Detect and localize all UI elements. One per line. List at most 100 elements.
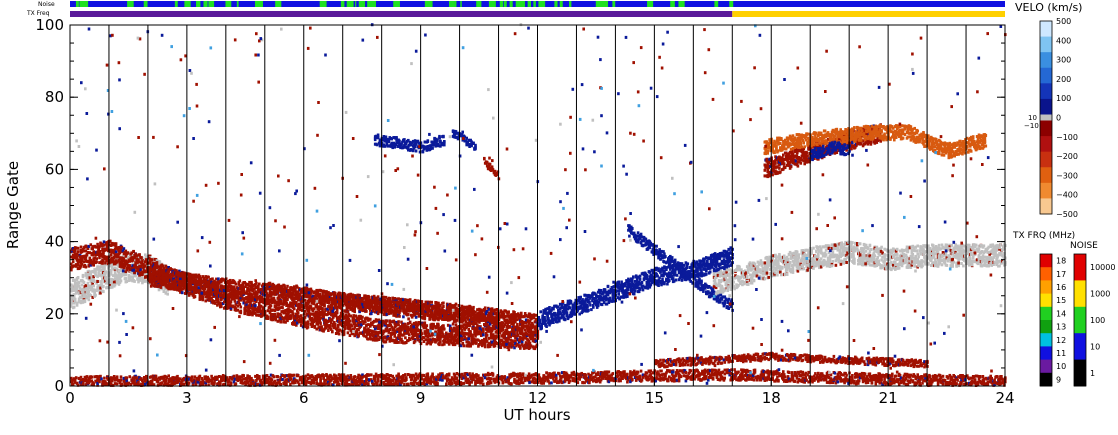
echo-cell: [349, 314, 353, 318]
echo-cell: [289, 301, 292, 305]
echo-cell: [238, 279, 242, 283]
echo-cell: [426, 334, 430, 338]
echo-cell: [110, 285, 114, 289]
echo-cell: [114, 242, 118, 246]
noise-bar-segment: [527, 1, 532, 7]
echo-cell: [467, 341, 470, 345]
echo-cell: [125, 280, 129, 283]
echo-cell: [303, 309, 307, 313]
echo-cell: [383, 299, 387, 303]
echo-cell: [146, 273, 149, 277]
echo-cell: [132, 266, 135, 270]
echo-cell: [282, 317, 285, 321]
echo-cell: [196, 283, 200, 286]
echo-cell: [273, 312, 277, 316]
echo-cell: [88, 276, 92, 280]
echo-cell: [413, 339, 417, 343]
echo-cell: [461, 319, 465, 323]
noise-bar-segment: [488, 1, 496, 7]
echo-cell: [427, 330, 430, 334]
echo-cell: [137, 280, 140, 284]
echo-cell: [126, 260, 130, 264]
echo-cell: [93, 256, 96, 260]
echo-cell: [434, 340, 437, 344]
echo-cell: [86, 287, 90, 291]
echo-cell: [91, 253, 94, 257]
echo-cell: [75, 252, 79, 256]
echo-cell: [91, 282, 94, 286]
echo-cell: [505, 328, 508, 332]
echo-cell: [254, 311, 257, 315]
echo-cell: [208, 281, 211, 284]
echo-cell: [239, 305, 243, 309]
echo-cell: [418, 339, 422, 343]
echo-cell: [453, 317, 457, 321]
echo-cell: [372, 319, 376, 323]
echo-cell: [266, 315, 270, 319]
echo-cell: [356, 322, 359, 325]
echo-cell: [485, 339, 489, 343]
echo-cell: [457, 325, 461, 328]
echo-cell: [430, 333, 433, 337]
echo-cell: [85, 295, 89, 299]
echo-cell: [396, 329, 399, 333]
echo-cell: [237, 301, 241, 305]
noise-bar-segment: [670, 1, 675, 7]
echo-cell: [339, 306, 343, 310]
echo-cell: [519, 336, 522, 339]
echo-cell: [163, 287, 167, 291]
echo-cell: [330, 327, 333, 331]
echo-cell: [408, 321, 412, 325]
echo-cell: [479, 331, 482, 335]
echo-cell: [75, 258, 79, 262]
echo-cell: [173, 273, 176, 277]
echo-cell: [86, 247, 90, 250]
echo-cell: [444, 340, 447, 344]
noise-bar-segment: [499, 1, 504, 7]
echo-cell: [477, 338, 480, 342]
echo-cell: [470, 322, 473, 326]
echo-cell: [148, 275, 152, 279]
echo-cell: [148, 280, 152, 284]
echo-cell: [105, 276, 108, 280]
echo-cell: [213, 279, 216, 283]
echo-cell: [299, 323, 303, 327]
echo-cell: [382, 330, 386, 334]
echo-cell: [399, 331, 402, 335]
echo-cell: [142, 263, 145, 267]
echo-cell: [269, 294, 273, 298]
echo-cell: [198, 275, 202, 279]
echo-cell: [153, 261, 157, 265]
echo-cell: [507, 334, 510, 338]
echo-cell: [134, 261, 137, 265]
echo-cell: [383, 323, 387, 327]
echo-cell: [201, 295, 205, 299]
echo-cell: [342, 330, 346, 334]
echo-cell: [457, 310, 461, 314]
echo-cell: [520, 342, 524, 346]
echo-cell: [527, 333, 531, 337]
echo-cell: [86, 281, 90, 285]
echo-cell: [405, 341, 408, 344]
echo-cell: [250, 293, 253, 296]
echo-cell: [321, 303, 324, 307]
echo-cell: [479, 328, 482, 332]
echo-cell: [143, 279, 146, 283]
echo-cell: [140, 264, 143, 268]
echo-cell: [141, 273, 144, 277]
echo-cell: [107, 246, 110, 250]
echo-cell: [212, 288, 215, 292]
echo-cell: [476, 328, 479, 332]
echo-cell: [113, 268, 117, 272]
echo-cell: [87, 269, 91, 273]
echo-cell: [397, 297, 400, 301]
echo-cell: [284, 308, 287, 312]
echo-cell: [133, 271, 136, 275]
echo-cell: [292, 305, 295, 309]
noise-bar-segment: [533, 1, 536, 7]
echo-cell: [359, 306, 362, 310]
echo-cell: [290, 316, 293, 320]
echo-cell: [103, 267, 106, 271]
noise-bar-segment: [346, 1, 350, 7]
noise-bar-segment: [79, 1, 85, 7]
